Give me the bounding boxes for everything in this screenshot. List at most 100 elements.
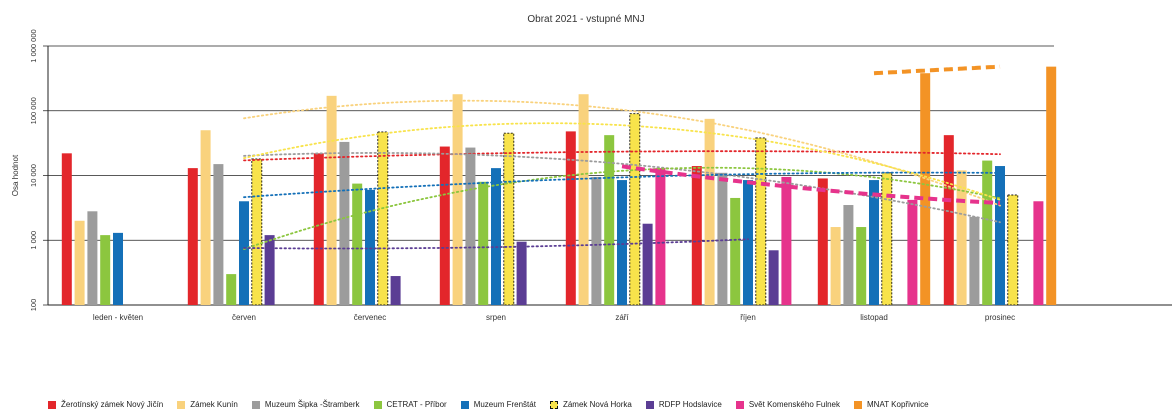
legend-label: CETRAT - Příbor <box>386 400 447 409</box>
bar-3-6 <box>856 227 867 305</box>
trendline-6 <box>243 238 749 250</box>
bar-3-7 <box>982 160 993 305</box>
bar-5-6 <box>881 172 893 306</box>
bar-6-5 <box>768 250 779 305</box>
legend-swatch <box>645 400 654 409</box>
bar-7-6 <box>907 199 918 305</box>
bar-6-4 <box>642 223 653 305</box>
x-tick-label: listopad <box>860 313 888 322</box>
bar-2-7 <box>969 216 980 305</box>
bar-7-4 <box>655 168 666 305</box>
legend-swatch <box>549 400 558 409</box>
bar-2-1 <box>213 164 224 305</box>
bar-3-2 <box>352 183 363 305</box>
bar-2-3 <box>465 147 476 305</box>
y-tick-label: 10 000 <box>29 164 38 187</box>
trendline-1 <box>243 99 1001 207</box>
bar-2-4 <box>591 176 602 305</box>
legend-label: Svět Komenského Fulnek <box>748 400 841 409</box>
bar-2-2 <box>339 141 350 305</box>
legend-label: RDFP Hodslavice <box>658 400 722 409</box>
bar-5-5 <box>755 137 767 306</box>
bar-1-3 <box>452 94 463 306</box>
bar-0-6 <box>817 178 828 305</box>
legend-label: Muzeum Šipka -Štramberk <box>264 400 360 409</box>
legend-item: Zámek Kunín <box>177 400 238 409</box>
x-tick-label: srpen <box>486 313 506 322</box>
trendline-2 <box>243 151 1001 224</box>
bar-1-5 <box>704 118 715 305</box>
bar-0-4 <box>565 131 576 305</box>
bar-0-3 <box>439 146 450 305</box>
trendline-4 <box>243 171 1001 199</box>
bar-3-3 <box>478 181 489 305</box>
legend-item: Muzeum Frenštát <box>460 400 536 409</box>
trendline-5 <box>243 122 1001 201</box>
bar-4-7 <box>995 166 1005 305</box>
bar-2-5 <box>717 172 728 305</box>
legend-label: Muzeum Frenštát <box>473 400 536 409</box>
bar-5-7 <box>1007 194 1019 306</box>
legend-swatch <box>373 400 382 409</box>
bar-5-4 <box>629 113 641 306</box>
bar-5-1 <box>251 158 263 306</box>
y-tick-label: 1 000 000 <box>29 29 38 62</box>
legend-item: Svět Komenského Fulnek <box>735 400 841 409</box>
trendline-8 <box>873 64 1001 76</box>
bar-3-1 <box>226 274 237 305</box>
bar-1-6 <box>830 227 841 305</box>
legend-item: CETRAT - Příbor <box>373 400 447 409</box>
legend-swatch <box>251 400 260 409</box>
bar-6-3 <box>516 241 527 305</box>
legend-swatch <box>460 400 469 409</box>
legend: Žerotínský zámek Nový Jičín Zámek Kunín Mu… <box>48 400 943 409</box>
chart-title: Obrat 2021 - vstupné MNJ <box>527 14 644 25</box>
bar-1-7 <box>956 170 967 305</box>
legend-swatch <box>735 400 744 409</box>
bar-4-4 <box>617 180 627 305</box>
bar-1-0 <box>74 220 85 305</box>
legend-swatch <box>854 400 863 409</box>
y-tick-label: 100 000 <box>29 97 38 124</box>
bar-4-1 <box>239 201 249 305</box>
legend-label: MNAT Kopřivnice <box>867 400 929 409</box>
x-tick-label: září <box>615 313 629 322</box>
bar-4-0 <box>113 232 123 305</box>
legend-item: MNAT Kopřivnice <box>854 400 929 409</box>
x-tick-label: červenec <box>354 313 386 322</box>
x-tick-label: leden - květen <box>93 313 143 322</box>
trendline-7 <box>621 164 1001 206</box>
bar-3-4 <box>604 135 615 305</box>
bar-4-6 <box>869 180 879 305</box>
x-tick-label: prosinec <box>985 313 1015 322</box>
y-tick-label: 100 <box>29 299 38 312</box>
bar-6-1 <box>264 235 275 305</box>
bar-4-2 <box>365 189 375 305</box>
y-axis-label: Osa hodnot <box>11 154 20 196</box>
bar-1-4 <box>578 94 589 306</box>
bar-6-2 <box>390 276 401 305</box>
bar-0-0 <box>61 153 72 305</box>
legend-item: Zámek Nová Horka <box>549 400 632 409</box>
legend-swatch <box>48 400 56 409</box>
bar-8-7 <box>1046 66 1057 305</box>
bar-0-7 <box>943 135 954 305</box>
bar-0-5 <box>691 166 702 305</box>
bar-2-6 <box>843 205 854 305</box>
bar-4-5 <box>743 180 753 305</box>
bar-5-3 <box>503 132 515 306</box>
x-tick-label: červen <box>232 313 256 322</box>
legend-swatch <box>177 400 186 409</box>
legend-label: Zámek Kunín <box>190 400 238 409</box>
bar-4-3 <box>491 168 501 305</box>
bar-2-0 <box>87 211 98 305</box>
legend-label: Žerotínský zámek Nový Jičín <box>61 400 164 409</box>
bar-0-1 <box>187 168 198 305</box>
bar-1-1 <box>200 130 211 305</box>
bar-1-2 <box>326 95 337 305</box>
bar-7-5 <box>781 176 792 305</box>
x-tick-label: říjen <box>740 313 756 322</box>
legend-label: Zámek Nová Horka <box>562 400 632 409</box>
bar-3-0 <box>100 235 111 305</box>
